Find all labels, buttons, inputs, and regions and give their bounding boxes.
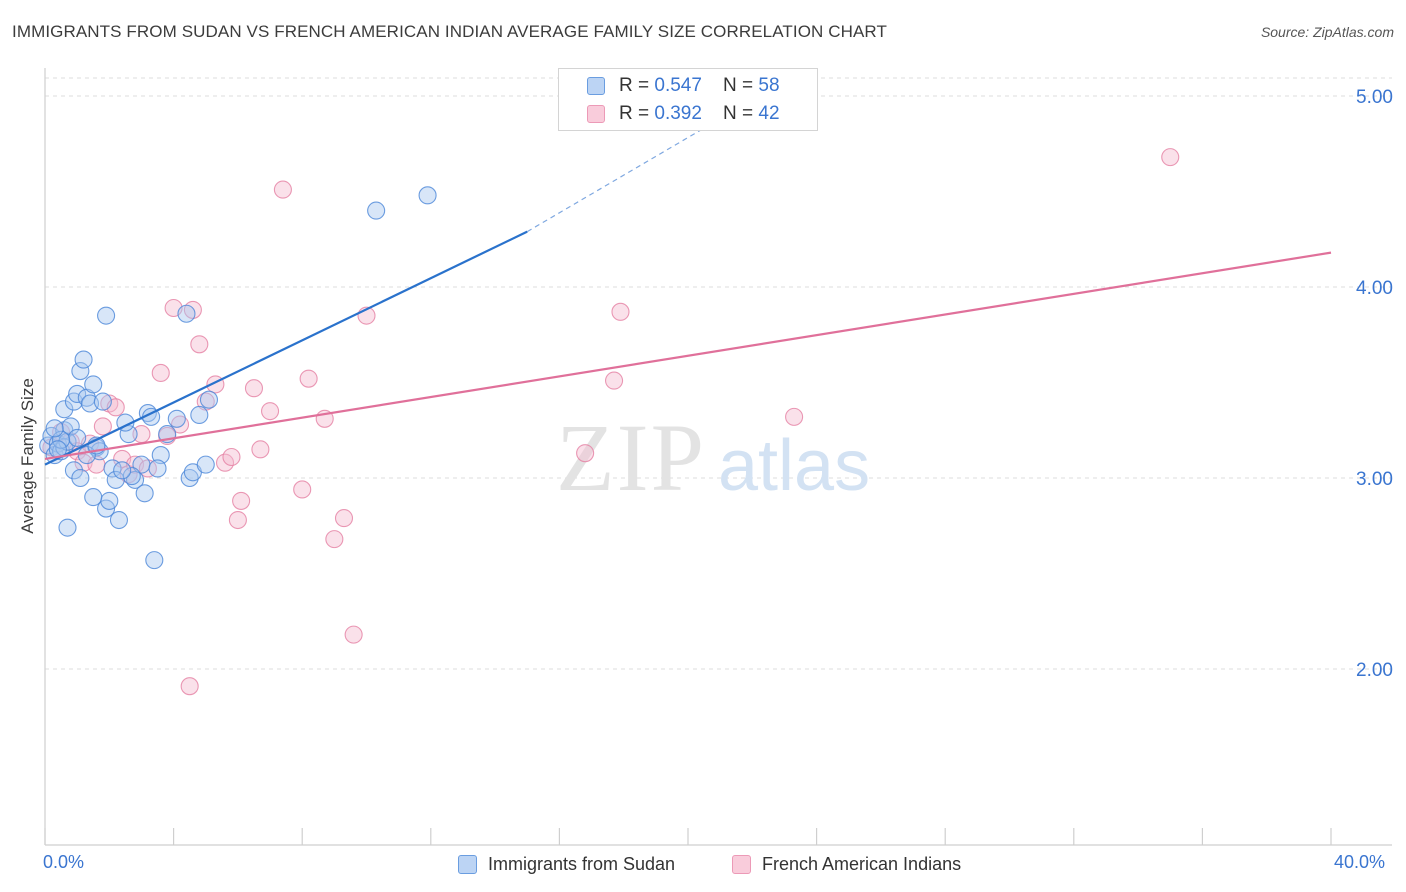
x-tick-max: 40.0%	[1334, 852, 1386, 872]
data-point-immigrant-sudan	[177, 304, 196, 323]
y-tick-labels: 2.00 3.00 4.00 5.00	[1356, 87, 1393, 681]
bottom-legend-label: Immigrants from Sudan	[488, 854, 676, 874]
legend-r-label: R =	[619, 75, 655, 96]
data-point-immigrant-sudan	[52, 430, 71, 449]
data-point-immigrant-sudan	[199, 390, 219, 409]
data-point-french-american-indian	[251, 440, 270, 459]
watermark-atlas: atlas	[718, 426, 870, 506]
data-point-immigrant-sudan	[61, 417, 80, 436]
y-tick-label: 3.00	[1356, 469, 1393, 490]
data-point-immigrant-sudan	[418, 186, 437, 205]
data-point-immigrant-sudan	[68, 384, 87, 404]
data-point-french-american-indian	[325, 530, 344, 549]
data-point-french-american-indian	[785, 407, 804, 426]
data-point-immigrant-sudan	[190, 405, 209, 425]
data-point-immigrant-sudan	[100, 491, 119, 510]
data-point-immigrant-sudan	[74, 350, 93, 369]
data-point-french-american-indian	[1161, 148, 1180, 167]
data-point-french-american-indian	[180, 677, 199, 696]
correlation-legend: R = 0.547 N = 58 R = 0.392 N = 42	[558, 68, 818, 131]
data-point-immigrant-sudan	[119, 425, 138, 444]
trend-line-sudan	[44, 230, 528, 466]
data-point-french-american-indian	[576, 444, 595, 463]
legend-n-label: N =	[723, 75, 759, 96]
data-point-immigrant-sudan	[45, 419, 64, 438]
data-point-french-american-indian	[151, 363, 170, 383]
data-point-french-american-indian	[222, 447, 241, 467]
data-point-immigrant-sudan	[58, 432, 77, 451]
data-point-immigrant-sudan	[84, 375, 103, 394]
data-point-immigrant-sudan	[71, 468, 90, 488]
legend-swatch-pink	[587, 105, 605, 123]
bottom-legend-swatch-blue	[458, 855, 477, 874]
data-point-immigrant-sudan	[93, 392, 112, 411]
data-point-french-american-indian	[605, 371, 624, 390]
watermark: ZIP atlas	[556, 404, 870, 511]
data-point-immigrant-sudan	[71, 361, 90, 381]
data-point-french-american-indian	[344, 625, 363, 644]
data-point-immigrant-sudan	[145, 551, 164, 570]
data-point-immigrant-sudan	[367, 201, 386, 220]
data-point-french-american-indian	[228, 510, 247, 530]
legend-r-value: 0.547	[654, 75, 702, 96]
data-point-french-american-indian	[611, 302, 630, 321]
series-blue-points	[39, 186, 437, 570]
legend-n-label: N =	[723, 103, 759, 124]
watermark-zip: ZIP	[556, 404, 706, 511]
data-point-immigrant-sudan	[64, 461, 83, 480]
data-point-french-american-indian	[93, 417, 112, 436]
data-point-immigrant-sudan	[148, 459, 167, 478]
data-point-french-american-indian	[334, 509, 354, 528]
legend-n-value: 58	[758, 75, 780, 96]
trend-line-french	[44, 251, 1332, 460]
data-point-immigrant-sudan	[58, 518, 77, 537]
data-point-immigrant-sudan	[122, 467, 141, 486]
data-point-french-american-indian	[170, 415, 190, 434]
data-point-immigrant-sudan	[84, 488, 103, 507]
data-point-french-american-indian	[190, 335, 209, 354]
data-point-french-american-indian	[260, 402, 280, 421]
data-point-immigrant-sudan	[167, 409, 186, 428]
data-point-french-american-indian	[293, 480, 312, 499]
data-point-immigrant-sudan	[135, 484, 154, 503]
legend-r-label: R =	[619, 103, 655, 124]
bottom-legend-swatch-pink	[732, 855, 751, 874]
y-tick-label: 5.00	[1356, 87, 1393, 108]
source-note: Source: ZipAtlas.com	[1260, 24, 1394, 40]
chart-title: IMMIGRANTS FROM SUDAN VS FRENCH AMERICAN…	[12, 22, 887, 41]
legend-swatch-blue	[587, 77, 605, 95]
data-point-immigrant-sudan	[109, 510, 128, 530]
data-point-french-american-indian	[273, 180, 292, 199]
grid-layer	[45, 77, 1392, 670]
data-point-french-american-indian	[244, 379, 264, 398]
y-axis-label: Average Family Size	[18, 378, 37, 534]
data-point-immigrant-sudan	[180, 468, 199, 488]
legend-n-value: 42	[758, 103, 780, 124]
data-point-immigrant-sudan	[196, 455, 215, 474]
data-point-immigrant-sudan	[151, 446, 170, 465]
data-point-immigrant-sudan	[68, 428, 87, 447]
data-point-french-american-indian	[299, 369, 318, 388]
data-point-immigrant-sudan	[55, 400, 74, 419]
legend-r-value: 0.392	[654, 103, 702, 124]
bottom-legend-label: French American Indians	[762, 854, 962, 874]
data-point-immigrant-sudan	[113, 461, 132, 480]
data-point-french-american-indian	[232, 491, 251, 510]
x-tick-min: 0.0%	[43, 852, 85, 872]
series-pink-points	[42, 148, 1180, 696]
y-tick-label: 2.00	[1356, 660, 1393, 681]
y-tick-label: 4.00	[1356, 278, 1393, 299]
data-point-immigrant-sudan	[97, 306, 116, 325]
axes-layer	[44, 68, 1392, 846]
